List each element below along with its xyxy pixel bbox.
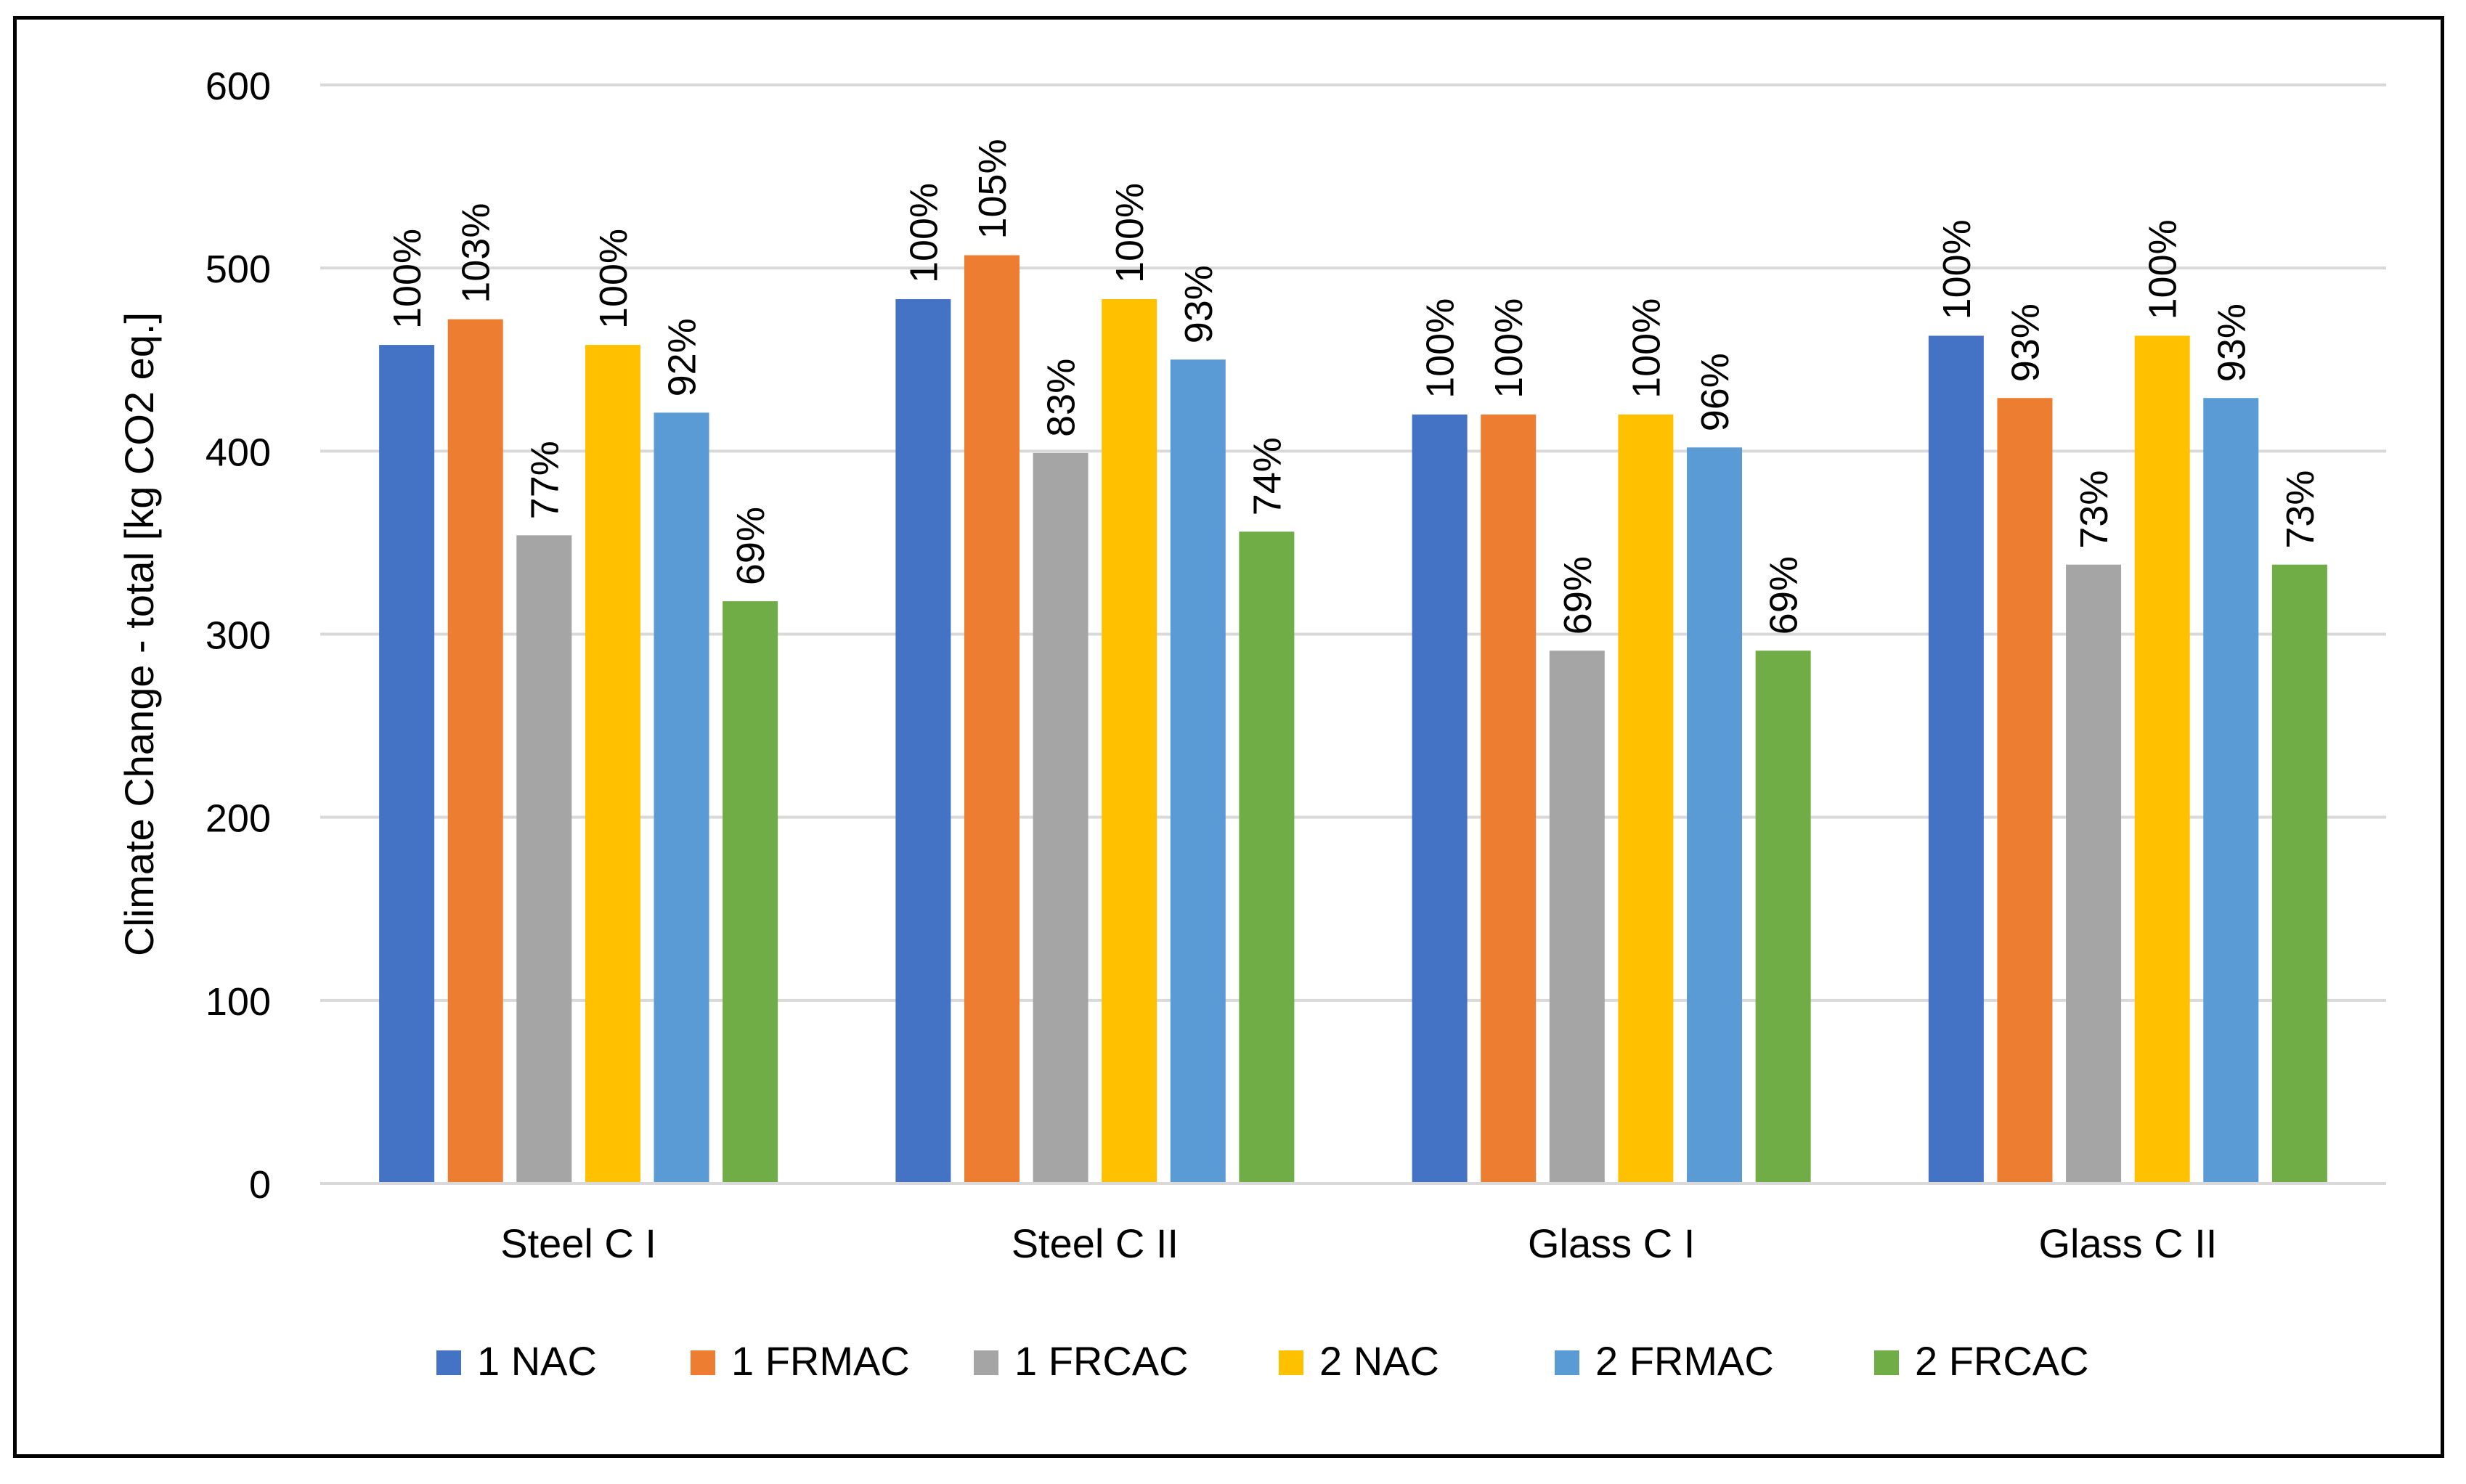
legend-swatch <box>1874 1350 1899 1375</box>
y-tick-label: 500 <box>206 248 271 291</box>
x-tick-label: Steel C I <box>500 1220 656 1266</box>
y-tick-label: 600 <box>206 65 271 108</box>
bar-1-frcac-1 <box>1033 452 1088 1183</box>
data-label: 92% <box>661 318 704 396</box>
data-label: 96% <box>1693 353 1737 431</box>
bar-1-frcac-3 <box>2066 564 2122 1183</box>
data-label: 69% <box>1762 556 1806 635</box>
bar-1-frmac-2 <box>1481 414 1537 1183</box>
data-label: 69% <box>1556 556 1600 635</box>
data-label: 74% <box>1245 437 1289 515</box>
bar-1-frmac-0 <box>447 319 503 1184</box>
y-tick-label: 200 <box>206 797 271 841</box>
legend-swatch <box>974 1350 998 1375</box>
chart-frame: 0 100 200 300 400 500 600 Climate Change - tot… <box>13 16 2444 1458</box>
y-tick-label: 400 <box>206 431 271 474</box>
bar-2-frcac-0 <box>723 601 778 1183</box>
legend-label: 2 FRCAC <box>1915 1338 2089 1384</box>
x-tick-label: Steel C II <box>1012 1220 1179 1266</box>
data-label: 73% <box>2072 470 2116 549</box>
y-tick-label: 0 <box>249 1163 271 1207</box>
data-label: 93% <box>1177 265 1221 343</box>
bar-1-frcac-0 <box>516 535 572 1183</box>
data-labels: 100% 103% 77% 100% 92% 69% 100% 105% 83% 100% 93% 7… <box>386 139 2322 635</box>
legend-label: 1 FRMAC <box>731 1338 910 1384</box>
legend: 1 NAC 1 FRMAC 1 FRCAC 2 NAC 2 FRMAC 2 FRCAC <box>436 1338 2089 1384</box>
data-label: 83% <box>1040 359 1083 437</box>
bar-1-frmac-3 <box>1997 398 2053 1183</box>
bar-2-nac-1 <box>1102 299 1157 1183</box>
legend-swatch <box>436 1350 461 1375</box>
bars <box>379 255 2327 1184</box>
bar-2-frmac-1 <box>1170 359 1226 1183</box>
x-axis-ticks: Steel C I Steel C II Glass C I Glass C II <box>500 1220 2217 1266</box>
bar-1-nac-2 <box>1412 414 1468 1183</box>
data-label: 69% <box>729 507 773 585</box>
bar-2-frcac-2 <box>1755 651 1811 1183</box>
data-label: 100% <box>2141 219 2185 319</box>
data-label: 93% <box>2003 303 2047 382</box>
y-axis-ticks: 0 100 200 300 400 500 600 <box>206 65 271 1207</box>
data-label: 100% <box>1487 298 1531 399</box>
legend-swatch <box>1279 1350 1303 1375</box>
bar-2-frmac-0 <box>654 412 709 1183</box>
data-label: 105% <box>971 139 1014 239</box>
bar-2-nac-2 <box>1618 414 1674 1183</box>
data-label: 100% <box>1108 183 1152 283</box>
y-tick-label: 100 <box>206 980 271 1024</box>
data-label: 100% <box>1419 298 1462 399</box>
data-label: 100% <box>902 183 945 283</box>
bar-2-frcac-3 <box>2271 564 2327 1183</box>
data-label: 93% <box>2210 303 2253 382</box>
data-label: 73% <box>2279 470 2322 549</box>
legend-swatch <box>691 1350 715 1375</box>
legend-swatch <box>1555 1350 1579 1375</box>
legend-label: 2 FRMAC <box>1595 1338 1774 1384</box>
bar-1-frcac-2 <box>1549 651 1605 1183</box>
bar-2-frcac-1 <box>1239 531 1295 1183</box>
bar-1-nac-3 <box>1928 335 1984 1184</box>
bar-1-frmac-1 <box>964 255 1020 1183</box>
data-label: 100% <box>1624 298 1668 399</box>
data-label: 100% <box>386 229 429 329</box>
bar-1-nac-0 <box>379 345 435 1183</box>
legend-label: 1 NAC <box>477 1338 597 1384</box>
y-tick-label: 300 <box>206 614 271 658</box>
legend-label: 1 FRCAC <box>1014 1338 1189 1384</box>
bar-2-frmac-2 <box>1687 447 1743 1183</box>
legend-label: 2 NAC <box>1319 1338 1439 1384</box>
x-tick-label: Glass C II <box>2038 1220 2217 1266</box>
bar-chart: 0 100 200 300 400 500 600 Climate Change - tot… <box>116 65 2386 1384</box>
bar-2-nac-3 <box>2134 335 2190 1184</box>
data-label: 100% <box>592 229 635 329</box>
data-label: 100% <box>1935 219 1979 319</box>
data-label: 77% <box>523 441 566 519</box>
x-tick-label: Glass C I <box>1528 1220 1695 1266</box>
y-axis-label: Climate Change - total [kg CO2 eq.] <box>116 312 162 956</box>
bar-1-nac-1 <box>895 299 951 1183</box>
data-label: 103% <box>455 203 498 303</box>
bar-2-frmac-3 <box>2203 398 2259 1183</box>
bar-2-nac-0 <box>585 345 640 1183</box>
